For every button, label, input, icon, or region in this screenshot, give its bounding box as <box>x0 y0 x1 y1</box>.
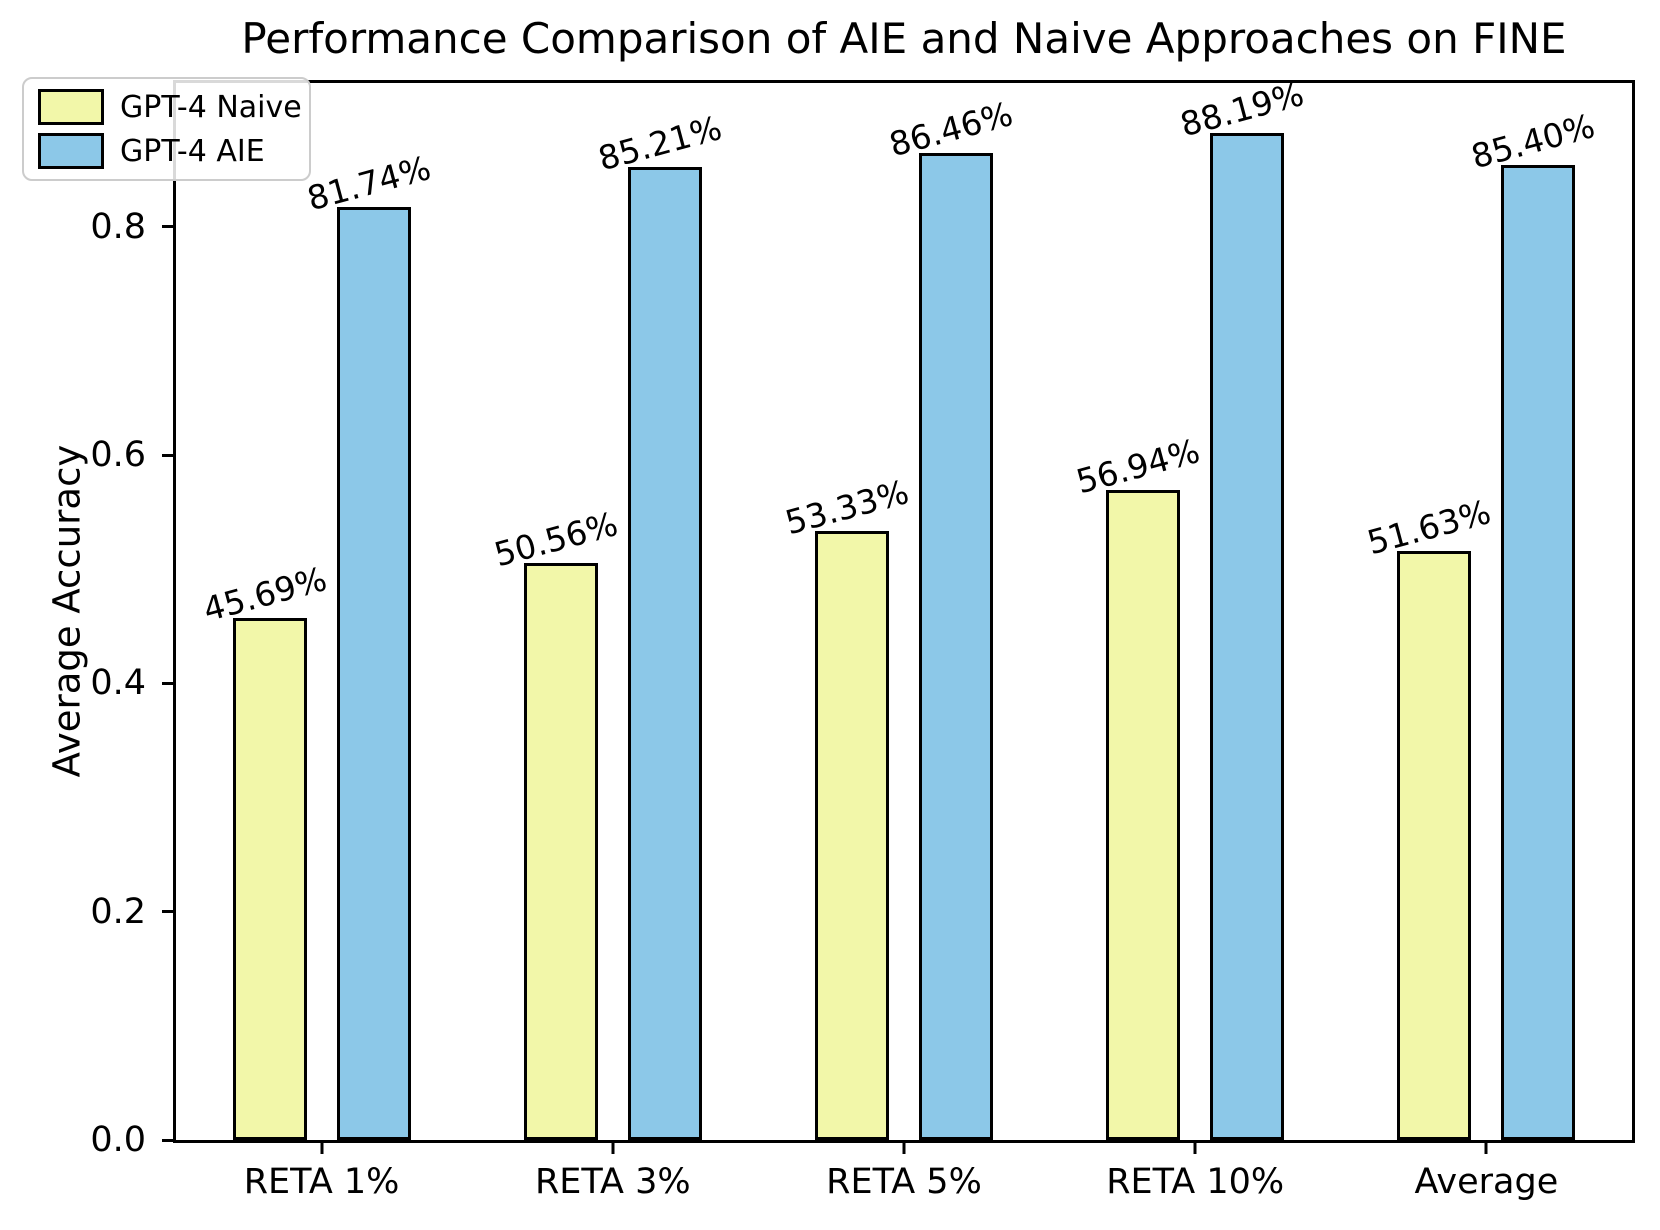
y-tick-mark <box>162 453 176 457</box>
bar-value-label: 88.19% <box>1176 74 1308 145</box>
bar-gpt-4-naive-reta-1: 45.69% <box>199 560 330 1140</box>
bar-gpt-4-aie-reta-5: 86.46% <box>885 94 1017 1140</box>
plot-area: 45.69% 81.74% 50.56% 85.21% 53.33% 86.46% 56.9… <box>90 74 1635 1202</box>
bar-group-average: 51.63% 85.40% <box>1341 83 1632 1140</box>
bar-gpt-4-naive-reta-5: 53.33% <box>781 472 913 1140</box>
bar-value-label: 86.46% <box>885 94 1017 165</box>
bar-gpt-4-aie-average: 85.40% <box>1468 106 1599 1140</box>
x-tick-label: RETA 10% <box>1106 1162 1285 1202</box>
bar-value-label: 50.56% <box>489 503 622 575</box>
y-tick-mark <box>162 681 176 685</box>
bar-group-reta-5: 53.33% 86.46% <box>758 83 1049 1140</box>
bar-gpt-4-naive-reta-10: 56.94% <box>1072 431 1204 1140</box>
x-tick-mark <box>611 1140 615 1154</box>
legend-item-gpt-4-aie: GPT-4 AIE <box>38 133 295 169</box>
x-tick-mark <box>1193 1140 1197 1154</box>
y-tick-mark <box>162 225 176 229</box>
y-tick-mark <box>162 910 176 914</box>
x-tick-mark <box>1484 1140 1488 1154</box>
legend: GPT-4 Naive GPT-4 AIE <box>22 77 311 181</box>
chart-title: Performance Comparison of AIE and Naive … <box>241 14 1567 63</box>
bar-gpt-4-naive-average: 51.63% <box>1364 492 1495 1140</box>
bar-value-label: 85.21% <box>593 108 726 179</box>
bar-value-label: 45.69% <box>198 559 331 630</box>
legend-swatch-gpt-4-aie <box>38 133 104 169</box>
bar-gpt-4-aie-reta-1: 81.74% <box>303 148 434 1140</box>
bar-groups: 45.69% 81.74% 50.56% 85.21% 53.33% 86.46% 56.9… <box>176 74 1632 1140</box>
y-axis-label: Average Accuracy <box>45 444 89 778</box>
x-tick-label: Average <box>1414 1162 1559 1202</box>
x-tick-label: RETA 3% <box>534 1162 691 1202</box>
bar-group-reta-1: 45.69% 81.74% <box>176 83 467 1140</box>
legend-label: GPT-4 Naive <box>120 89 302 125</box>
bar-value-label: 56.94% <box>1072 431 1204 502</box>
bar-value-label: 81.74% <box>302 148 435 219</box>
x-tick-mark <box>320 1140 324 1154</box>
x-tick-mark <box>902 1140 906 1154</box>
x-tick-label: RETA 5% <box>826 1162 982 1202</box>
bar-value-label: 85.40% <box>1467 106 1600 177</box>
bar-gpt-4-naive-reta-3: 50.56% <box>490 504 622 1140</box>
legend-swatch-gpt-4-naive <box>38 89 104 125</box>
bar-value-label: 51.63% <box>1363 491 1496 562</box>
y-tick-mark <box>162 1138 176 1142</box>
bar-gpt-4-aie-reta-10: 88.19% <box>1176 74 1308 1140</box>
bar-group-reta-10: 56.94% 88.19% <box>1050 74 1341 1140</box>
bar-value-label: 53.33% <box>781 472 913 543</box>
bar-gpt-4-aie-reta-3: 85.21% <box>594 108 726 1140</box>
bar-group-reta-3: 50.56% 85.21% <box>467 83 758 1140</box>
x-tick-label: RETA 1% <box>243 1162 400 1202</box>
legend-item-gpt-4-naive: GPT-4 Naive <box>38 89 302 125</box>
legend-label: GPT-4 AIE <box>120 133 265 169</box>
